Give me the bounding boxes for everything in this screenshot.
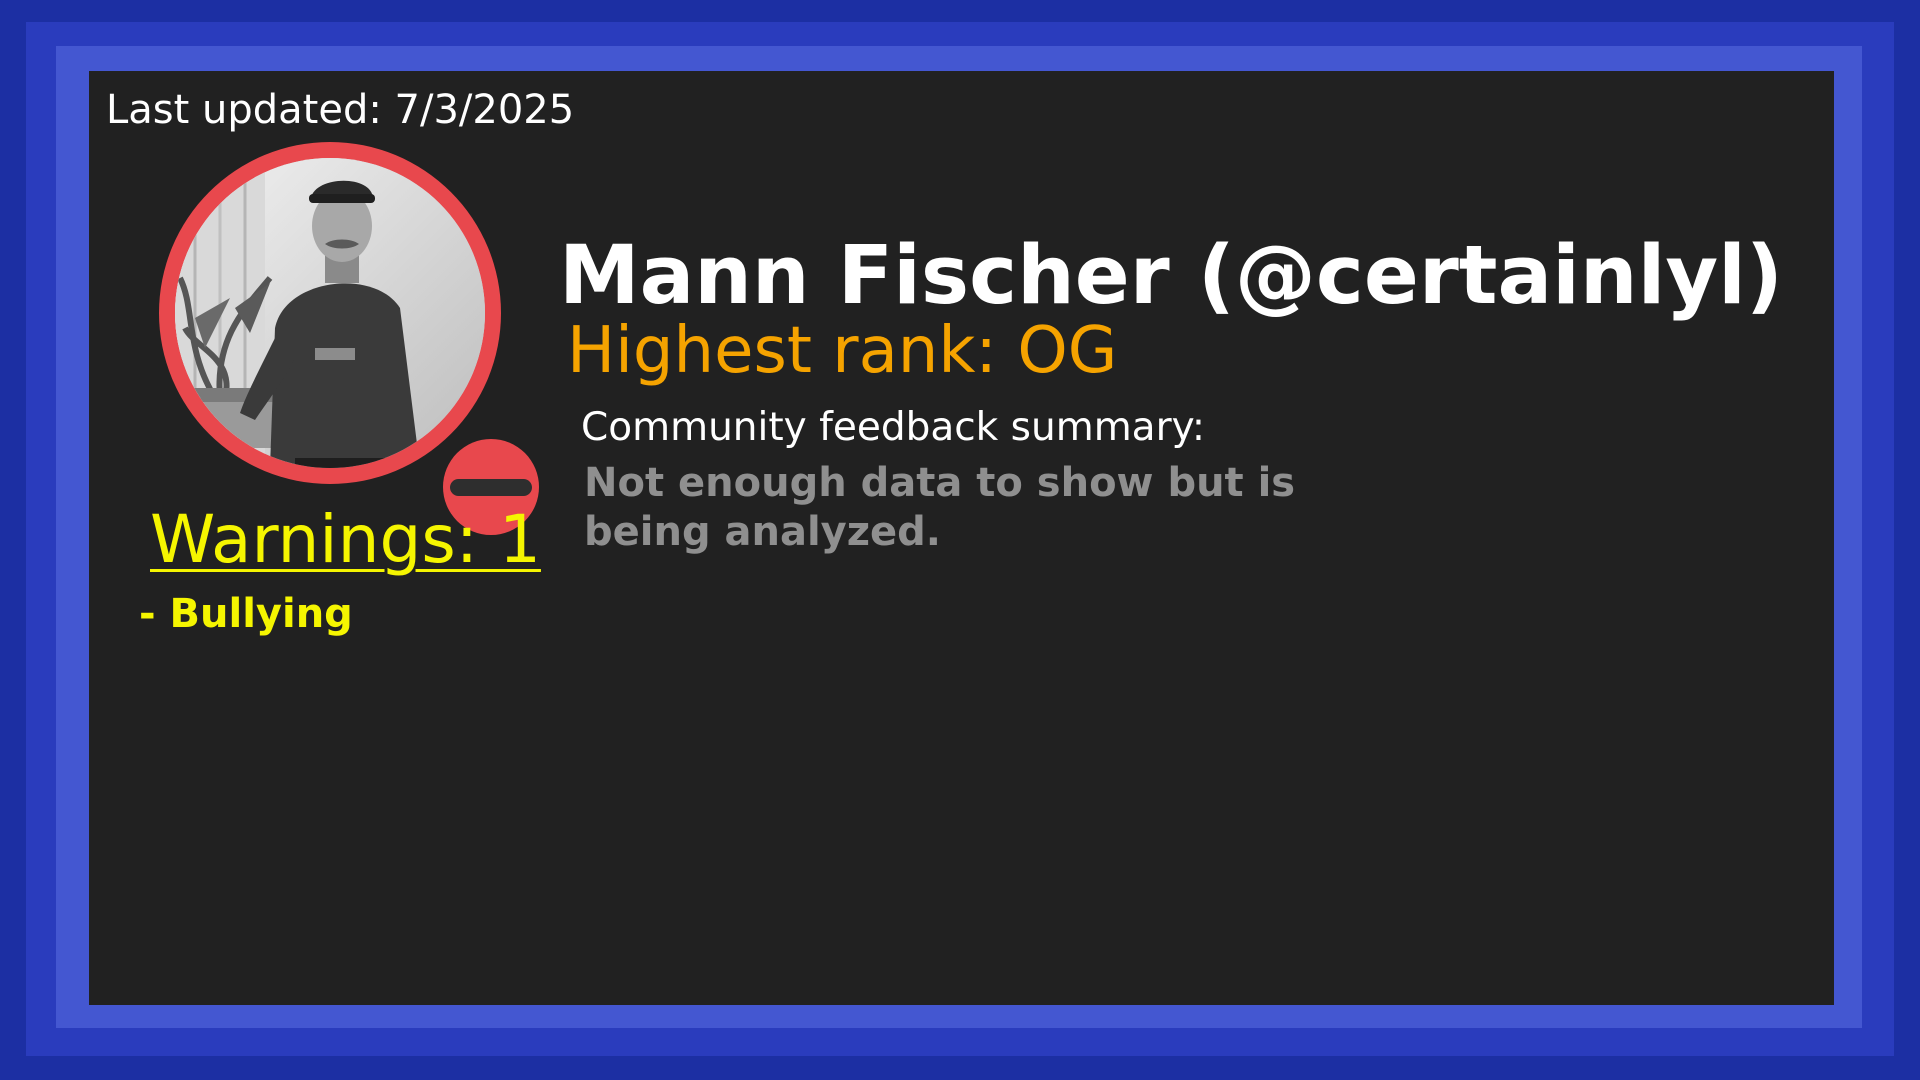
last-updated-label: Last updated: 7/3/2025: [106, 87, 575, 133]
feedback-summary: Not enough data to show but is being ana…: [584, 460, 1296, 555]
feedback-heading: Community feedback summary:: [581, 405, 1205, 450]
profile-photo-illustration: [175, 158, 485, 468]
highest-rank: Highest rank: OG: [567, 314, 1118, 388]
minus-icon: [450, 479, 532, 496]
warning-item: - Bullying: [139, 591, 353, 637]
warnings-count[interactable]: Warnings: 1: [150, 501, 541, 578]
status-badge: [443, 439, 539, 535]
profile-card: Last updated: 7/3/2025: [89, 71, 1834, 1005]
user-name: Mann Fischer (@certainlyl): [559, 229, 1783, 323]
profile-photo: [175, 158, 485, 468]
avatar[interactable]: [159, 142, 539, 535]
